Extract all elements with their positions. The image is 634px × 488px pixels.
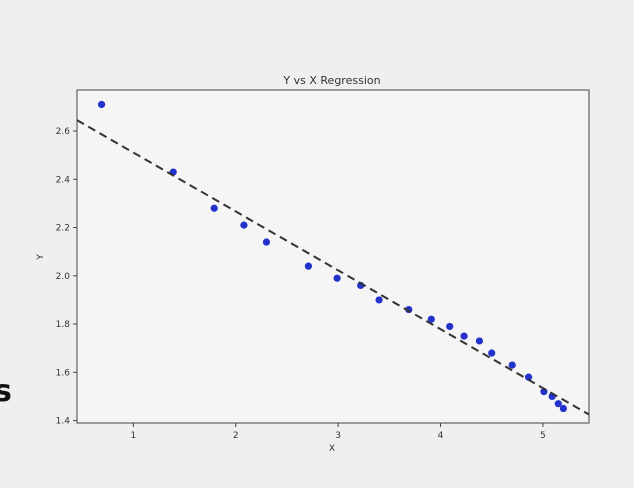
y-tick-label: 2.6 [56,127,71,137]
x-tick-label: 4 [438,431,444,441]
y-tick-label: 2.4 [56,175,71,185]
data-point [475,337,484,345]
data-point [240,221,248,229]
y-axis-label: Y [36,254,46,261]
edge-text: s [0,374,12,409]
data-point [427,315,435,323]
x-tick-label: 5 [540,431,546,441]
y-tick-label: 1.6 [56,368,71,378]
data-point [508,361,516,369]
y-axis-ticks: 1.4 1.6 1.8 2.0 2.2 2.4 2.6 [56,127,77,427]
x-tick-label: 2 [233,431,239,441]
data-point [97,100,106,109]
data-point [488,349,496,357]
data-point [333,274,341,282]
data-point [262,238,271,246]
data-point [304,262,313,270]
x-axis-label: X [329,444,335,454]
regression-fit-line [76,119,590,416]
data-point [460,332,468,340]
data-point [375,296,383,304]
chart-title: Y vs X Regression [282,74,380,87]
x-axis-ticks: 1 2 3 4 5 [130,423,546,441]
y-tick-label: 2.2 [56,224,70,234]
y-tick-label: 1.8 [56,320,71,330]
y-tick-label: 2.0 [56,272,71,282]
data-point [210,204,218,212]
data-point [559,404,568,413]
x-tick-label: 3 [335,431,341,441]
x-tick-label: 1 [130,431,136,441]
data-point [446,322,454,331]
y-tick-label: 1.4 [56,417,71,427]
data-point [524,373,533,381]
plot-area [76,89,590,424]
data-point [554,400,562,408]
